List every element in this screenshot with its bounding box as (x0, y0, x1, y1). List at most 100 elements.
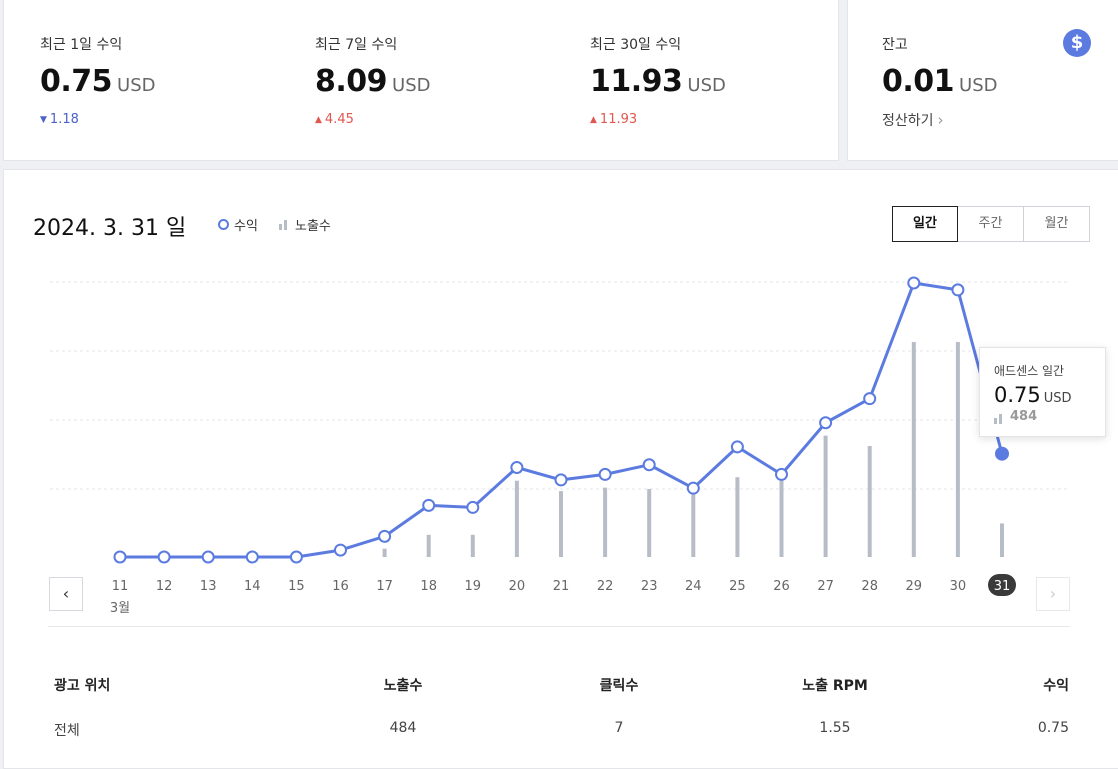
x-tick-label: 30 (950, 579, 967, 594)
triangle-up-icon: ▲ (590, 115, 597, 125)
revenue-point (730, 440, 744, 454)
impression-bar (955, 342, 960, 557)
table-cell-impressions: 484 (389, 720, 417, 736)
x-tick-label: 23 (641, 579, 658, 594)
x-tick-label: 11 (112, 579, 129, 594)
impression-bar (647, 489, 652, 557)
impression-bar (823, 435, 828, 557)
x-tick-label: 16 (332, 579, 349, 594)
col-header-clicks: 클릭수 (599, 678, 639, 694)
revenue-point (466, 500, 480, 514)
revenue-point (686, 481, 700, 495)
impression-bar (426, 534, 431, 557)
revenue-point (157, 550, 171, 564)
impression-bar (911, 342, 916, 557)
tooltip-impressions: 484 (994, 409, 1091, 424)
revenue-point (289, 550, 303, 564)
x-tick-label: 13 (200, 579, 217, 594)
x-tick-label: 24 (685, 579, 702, 594)
legend-impressions: 노출수 (279, 215, 331, 234)
impression-bar (867, 446, 872, 557)
stat-change-7d: ▲ 4.45 (315, 112, 354, 127)
col-header-impressions: 노출수 (383, 678, 423, 694)
impression-bar (382, 548, 387, 557)
balance-card (847, 0, 1118, 161)
tab-monthly[interactable]: 월간 (1024, 206, 1090, 242)
revenue-point (863, 392, 877, 406)
tab-weekly[interactable]: 주간 (958, 206, 1024, 242)
stat-change-30d: ▲ 11.93 (590, 112, 638, 127)
tooltip-title: 애드센스 일간 (994, 364, 1065, 378)
balance-value: 0.01 USD (882, 64, 998, 99)
table-cell-revenue: 0.75 (1037, 720, 1069, 736)
x-tick-label: 22 (597, 579, 614, 594)
triangle-down-icon: ▼ (40, 115, 47, 125)
revenue-point (201, 550, 215, 564)
period-tabs: 일간 주간 월간 (892, 206, 1090, 242)
impression-bar (470, 534, 475, 557)
settle-link[interactable]: 정산하기 › (882, 111, 944, 129)
chart-table-divider (48, 626, 1070, 627)
impression-bar (1000, 523, 1004, 557)
chart-prev-button[interactable]: ‹ (49, 577, 83, 611)
stat-value-30d: 11.93 USD (590, 64, 726, 99)
revenue-point (907, 276, 921, 290)
revenue-point (951, 283, 965, 297)
x-tick-label: 20 (509, 579, 526, 594)
chevron-right-icon: › (937, 111, 944, 129)
x-tick-label: 21 (553, 579, 570, 594)
revenue-point (598, 467, 612, 481)
tab-daily[interactable]: 일간 (892, 206, 958, 242)
revenue-point (819, 416, 833, 430)
table-cell-clicks: 7 (614, 720, 624, 736)
stat-label-7d: 최근 7일 수익 (315, 37, 398, 53)
table-cell-ad-position: 전체 (54, 723, 80, 739)
x-tick-label: 14 (244, 579, 261, 594)
stats-card (3, 0, 839, 161)
bar-chart-icon (994, 414, 1004, 424)
revenue-point (775, 467, 788, 481)
triangle-up-icon: ▲ (315, 115, 322, 125)
table-cell-rpm: 1.55 (819, 720, 851, 736)
revenue-point (995, 446, 1009, 461)
balance-label: 잔고 (882, 37, 908, 53)
revenue-point (378, 529, 392, 543)
x-tick-label: 17 (376, 579, 393, 594)
chart-next-button[interactable]: › (1036, 577, 1070, 611)
bar-chart-icon (279, 219, 289, 230)
revenue-point (113, 550, 127, 564)
x-tick-label: 31 (994, 579, 1011, 594)
revenue-point (245, 550, 259, 564)
tooltip-value: 0.75 USD (994, 383, 1072, 407)
x-tick-label: 12 (156, 579, 173, 594)
stat-label-30d: 최근 30일 수익 (590, 37, 682, 53)
x-tick-label: 25 (729, 579, 746, 594)
x-tick-label: 26 (773, 579, 790, 594)
impression-bar (779, 480, 784, 557)
x-tick-label: 27 (817, 579, 834, 594)
circle-icon (218, 219, 229, 230)
col-header-rpm: 노출 RPM (802, 678, 868, 694)
col-header-ad-position: 광고 위치 (54, 678, 111, 694)
impression-bar (559, 491, 563, 557)
stat-change-1d: ▼ 1.18 (40, 112, 79, 127)
chart-date-title: 2024. 3. 31 일 (33, 216, 187, 241)
revenue-point (334, 543, 347, 557)
impression-bar (603, 487, 608, 557)
col-header-revenue: 수익 (1043, 678, 1069, 694)
revenue-point (510, 461, 524, 475)
x-tick-label: 18 (420, 579, 437, 594)
stat-value-1d: 0.75 USD (40, 64, 156, 99)
x-tick-label: 15 (288, 579, 305, 594)
impression-bar (691, 489, 696, 557)
x-tick-label: 28 (861, 579, 878, 594)
stat-value-7d: 8.09 USD (315, 64, 431, 99)
stat-label-1d: 최근 1일 수익 (40, 37, 123, 53)
chart-card (3, 169, 1118, 769)
selected-day-pill (988, 574, 1016, 596)
x-tick-label: 19 (465, 579, 482, 594)
dollar-icon: $ (1063, 29, 1091, 57)
revenue-point (422, 498, 436, 512)
revenue-point (554, 473, 568, 487)
